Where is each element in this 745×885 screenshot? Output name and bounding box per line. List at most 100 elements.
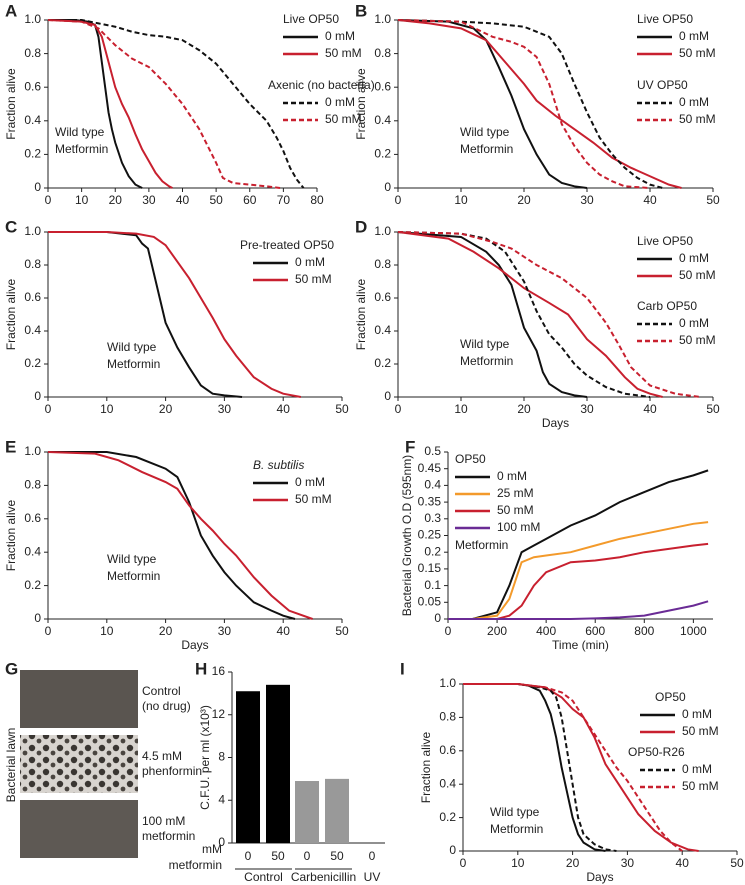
- y-tick-label: 0: [384, 180, 391, 194]
- y-tick-label: 8: [218, 750, 225, 764]
- annotation: Metformin: [460, 142, 513, 156]
- survival-curve: [448, 600, 709, 620]
- panel-letter: G: [5, 659, 18, 678]
- caption: 100 mM: [142, 814, 185, 828]
- annotation: Wild type: [490, 805, 540, 819]
- bar: [325, 778, 349, 843]
- legend-label: 0 mM: [679, 95, 709, 109]
- x-tick-label: 30: [218, 402, 232, 416]
- caption: Control: [142, 684, 181, 698]
- y-tick-label: 0.3: [424, 511, 441, 525]
- y-tick-label: 0.2: [24, 578, 41, 592]
- bar: [295, 781, 319, 843]
- x-tick-label: 600: [585, 624, 605, 638]
- y-tick-label: 0.45: [418, 461, 442, 475]
- legend-label: 0 mM: [679, 316, 709, 330]
- y-tick-label: 0.6: [24, 79, 41, 93]
- y-tick-label: 0.4: [424, 478, 441, 492]
- legend-title: B. subtilis: [253, 458, 304, 472]
- panel-letter: I: [400, 659, 405, 678]
- x-tick-label: 40: [176, 193, 190, 207]
- legend-title: Pre-treated OP50: [240, 238, 334, 252]
- x-tick-label: 0: [395, 193, 402, 207]
- y-tick-label: 1.0: [374, 12, 391, 26]
- y-tick-label: 0.8: [374, 46, 391, 60]
- annotation: Wild type: [460, 125, 510, 139]
- panel-letter: A: [5, 1, 17, 20]
- legend-title: Live OP50: [637, 12, 693, 26]
- x-tick-label: 70: [277, 193, 291, 207]
- y-tick-label: 0.35: [418, 494, 442, 508]
- legend-title: UV OP50: [637, 78, 688, 92]
- bar: [236, 691, 260, 843]
- y-tick-label: 0.15: [418, 561, 442, 575]
- annotation: Wild type: [107, 552, 157, 566]
- y-tick-label: 0.8: [24, 46, 41, 60]
- x-tick-label: 0: [45, 193, 52, 207]
- x-axis-label: mM: [202, 842, 222, 856]
- legend-label: 0 mM: [679, 29, 709, 43]
- y-tick-label: 1.0: [374, 224, 391, 238]
- annotation: Wild type: [460, 337, 510, 351]
- y-tick-label: 12: [212, 707, 226, 721]
- x-tick-label: 800: [634, 624, 654, 638]
- x-tick-label: 30: [218, 624, 232, 638]
- y-tick-label: 0: [34, 611, 41, 625]
- survival-curve: [47, 451, 313, 620]
- panel-letter: H: [195, 659, 207, 678]
- caption: 4.5 mM: [142, 749, 182, 763]
- legend-title: Live OP50: [637, 234, 693, 248]
- legend-label: 25 mM: [497, 486, 534, 500]
- survival-curve: [397, 19, 651, 189]
- survival-curve: [397, 19, 663, 189]
- x-tick-label: 0: [304, 849, 311, 863]
- annotation: Wild type: [55, 125, 105, 139]
- legend-label: 0 mM: [295, 255, 325, 269]
- y-tick-label: 0.8: [439, 710, 456, 724]
- x-tick-label: 0: [395, 402, 402, 416]
- y-tick-label: 0.6: [439, 743, 456, 757]
- y-tick-label: 1.0: [24, 224, 41, 238]
- survival-curve: [48, 19, 305, 189]
- x-tick-label: 200: [487, 624, 507, 638]
- legend-label: 0 mM: [679, 251, 709, 265]
- legend-title: OP50: [655, 690, 686, 704]
- x-tick-label: 20: [159, 624, 173, 638]
- x-tick-label: 20: [517, 402, 531, 416]
- legend-label: 50 mM: [325, 112, 362, 126]
- x-tick-label: 1000: [680, 624, 707, 638]
- lawn-image: [20, 800, 138, 858]
- y-tick-label: 0.4: [24, 113, 41, 127]
- survival-curve: [448, 469, 709, 620]
- x-tick-label: 0: [460, 856, 467, 870]
- x-tick-label: 50: [271, 849, 285, 863]
- y-axis-label: Fraction alive: [419, 732, 433, 804]
- x-axis-label: Days: [542, 416, 569, 430]
- y-tick-label: 0.1: [424, 578, 441, 592]
- x-tick-label: 20: [109, 193, 123, 207]
- legend-label: 50 mM: [682, 779, 719, 793]
- x-axis-label: metformin: [169, 858, 222, 872]
- x-tick-label: 40: [676, 856, 690, 870]
- y-tick-label: 0.25: [418, 528, 442, 542]
- y-tick-label: 0.8: [24, 257, 41, 271]
- x-axis-label: Days: [181, 638, 208, 652]
- bar: [266, 684, 290, 843]
- y-tick-label: 0.2: [424, 544, 441, 558]
- annotation: Metformin: [460, 354, 513, 368]
- legend-title: Carb OP50: [637, 299, 697, 313]
- y-axis-label: Fraction alive: [4, 279, 18, 351]
- annotation: Metformin: [107, 569, 160, 583]
- y-axis-label: Fraction alive: [4, 68, 18, 140]
- x-axis-label: Days: [586, 870, 613, 884]
- legend-label: 0 mM: [325, 29, 355, 43]
- legend-label: 50 mM: [679, 268, 716, 282]
- panel-letter: B: [355, 1, 367, 20]
- survival-curve: [47, 19, 281, 189]
- annotation: Metformin: [107, 357, 160, 371]
- legend-label: 0 mM: [325, 95, 355, 109]
- survival-curve: [397, 19, 588, 189]
- legend-label: 50 mM: [679, 333, 716, 347]
- x-tick-label: 50: [730, 856, 744, 870]
